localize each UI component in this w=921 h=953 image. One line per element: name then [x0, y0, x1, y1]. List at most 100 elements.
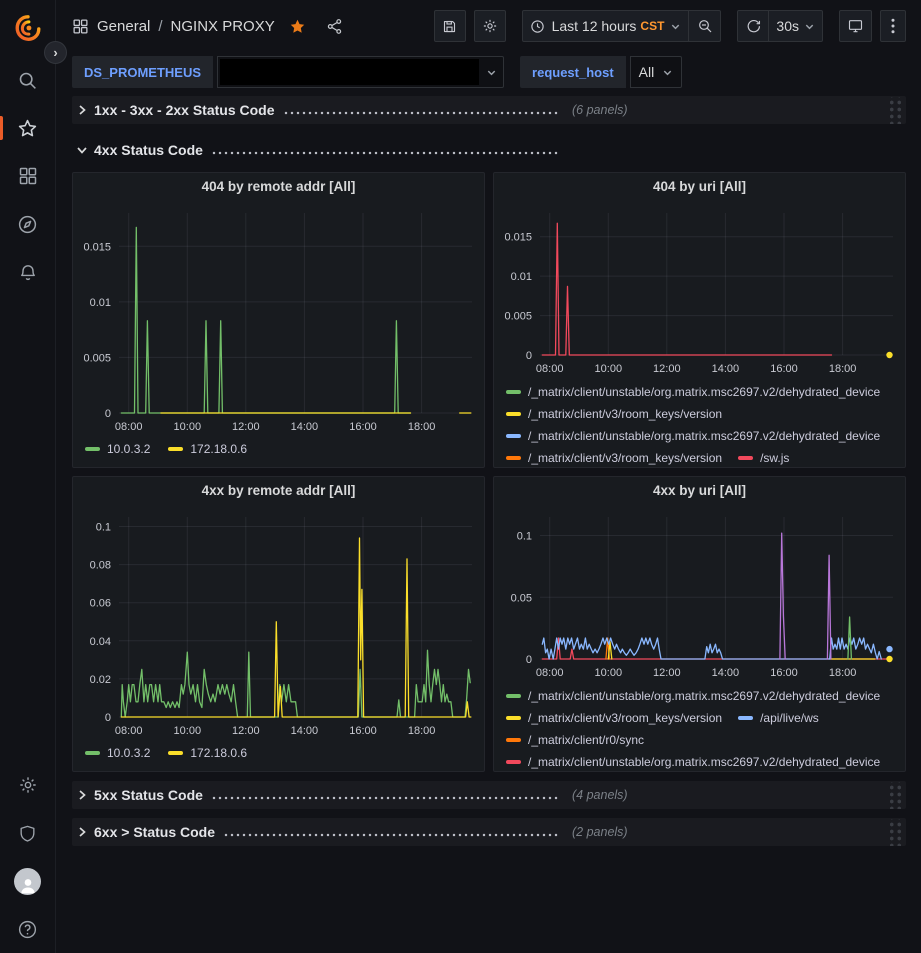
sidebar-item-server-admin[interactable]: [0, 809, 55, 857]
row-header-5xx[interactable]: 5xx Status Code (4 panels): [72, 781, 906, 809]
sidebar-bottom: [0, 761, 55, 953]
panel-404-by-uri: 404 by uri [All] 00.0050.010.01508:0010:…: [493, 172, 906, 468]
chevron-down-icon: [486, 67, 497, 78]
svg-text:12:00: 12:00: [653, 363, 681, 375]
svg-text:14:00: 14:00: [291, 421, 319, 433]
panel-title[interactable]: 4xx by remote addr [All]: [73, 477, 484, 505]
legend-item[interactable]: /_matrix/client/v3/room_keys/version: [506, 451, 722, 465]
row-header-6xx[interactable]: 6xx > Status Code (2 panels): [72, 818, 906, 846]
sidebar-item-dashboards[interactable]: [0, 152, 55, 200]
legend-label: /_matrix/client/unstable/org.matrix.msc2…: [528, 689, 880, 703]
favorite-star-button[interactable]: [289, 18, 306, 35]
dotted-leader: [211, 151, 558, 155]
refresh-interval-dropdown[interactable]: 30s: [769, 10, 823, 42]
legend-label: /_matrix/client/v3/room_keys/version: [528, 407, 722, 421]
time-range-label: Last 12 hours: [552, 18, 637, 34]
legend-item[interactable]: 172.18.0.6: [168, 442, 247, 456]
sidebar-item-configuration[interactable]: [0, 761, 55, 809]
legend-item[interactable]: 10.0.3.2: [85, 442, 150, 456]
legend-item[interactable]: /_matrix/client/unstable/org.matrix.msc2…: [506, 429, 880, 443]
variable-value-ds-prometheus[interactable]: [217, 56, 504, 88]
variable-value-request-host[interactable]: All: [630, 56, 683, 88]
panel-title[interactable]: 404 by remote addr [All]: [73, 173, 484, 201]
chevron-down-icon: [670, 21, 681, 32]
refresh-controls: 30s: [737, 10, 823, 42]
svg-text:18:00: 18:00: [829, 667, 857, 679]
row-title: 5xx Status Code: [94, 787, 203, 803]
sidebar-expand-button[interactable]: ›: [44, 41, 67, 64]
legend-item[interactable]: /_matrix/client/v3/room_keys/version: [506, 407, 722, 421]
panels-grid: 404 by remote addr [All] 00.0050.010.015…: [72, 172, 906, 772]
chart-legend: 10.0.3.2 172.18.0.6: [73, 437, 484, 467]
dashboard-settings-button[interactable]: [474, 10, 506, 42]
avatar: [14, 868, 41, 895]
legend-item[interactable]: /api/live/ws: [738, 711, 819, 725]
panel-menu-kebab-button[interactable]: [880, 10, 906, 42]
row-panel-count: (6 panels): [572, 103, 628, 117]
panel-title[interactable]: 404 by uri [All]: [494, 173, 905, 201]
sidebar-item-help[interactable]: [0, 905, 55, 953]
row-header-4xx[interactable]: 4xx Status Code: [72, 136, 906, 164]
svg-text:18:00: 18:00: [829, 363, 857, 375]
time-series-chart[interactable]: 00.050.108:0010:0012:0014:0016:0018:00: [494, 505, 905, 683]
svg-text:08:00: 08:00: [115, 421, 143, 433]
sidebar-item-starred[interactable]: [0, 104, 55, 152]
legend-item[interactable]: 10.0.3.2: [85, 746, 150, 760]
kiosk-mode-button[interactable]: [839, 10, 872, 42]
svg-text:0: 0: [105, 712, 111, 724]
sidebar-item-explore[interactable]: [0, 200, 55, 248]
zoom-out-time-button[interactable]: [689, 10, 721, 42]
svg-text:12:00: 12:00: [653, 667, 681, 679]
row-title: 1xx - 3xx - 2xx Status Code: [94, 102, 275, 118]
sidebar-item-profile[interactable]: [0, 857, 55, 905]
legend-label: /api/live/ws: [760, 711, 819, 725]
row-drag-handle[interactable]: [887, 819, 902, 846]
legend-swatch: [506, 434, 521, 438]
svg-text:18:00: 18:00: [408, 725, 436, 737]
row-drag-handle[interactable]: [887, 782, 902, 809]
bell-icon: [18, 262, 38, 283]
legend-swatch: [168, 751, 183, 755]
legend-item[interactable]: /_matrix/client/r0/sync: [506, 733, 644, 747]
svg-text:10:00: 10:00: [595, 363, 623, 375]
panel-title[interactable]: 4xx by uri [All]: [494, 477, 905, 505]
time-range-picker[interactable]: Last 12 hours CST: [522, 10, 690, 42]
legend-item[interactable]: /_matrix/client/unstable/org.matrix.msc2…: [506, 385, 880, 399]
legend-item[interactable]: /sw.js: [738, 451, 789, 465]
chevron-down-icon: [662, 67, 673, 78]
time-series-chart[interactable]: 00.020.040.060.080.108:0010:0012:0014:00…: [73, 505, 484, 741]
template-variables-bar: DS_PROMETHEUS request_host All: [72, 56, 906, 88]
svg-text:08:00: 08:00: [115, 725, 143, 737]
time-series-chart[interactable]: 00.0050.010.01508:0010:0012:0014:0016:00…: [73, 201, 484, 437]
breadcrumb-dashboard-title[interactable]: NGINX PROXY: [171, 18, 275, 35]
legend-label: /sw.js: [760, 451, 789, 465]
legend-label: /_matrix/client/v3/room_keys/version: [528, 711, 722, 725]
legend-item[interactable]: /_matrix/client/unstable/org.matrix.msc2…: [506, 755, 880, 769]
dotted-leader: [211, 796, 558, 800]
legend-item[interactable]: /_matrix/client/v3/room_keys/version: [506, 711, 722, 725]
refresh-button[interactable]: [737, 10, 769, 42]
legend-swatch: [85, 447, 100, 451]
legend-item[interactable]: /_matrix/client/unstable/org.matrix.msc2…: [506, 689, 880, 703]
legend-item[interactable]: 172.18.0.6: [168, 746, 247, 760]
save-dashboard-button[interactable]: [434, 10, 466, 42]
sidebar-item-search[interactable]: [0, 56, 55, 104]
sidebar-item-alerting[interactable]: [0, 248, 55, 296]
share-button[interactable]: [326, 18, 343, 35]
time-series-chart[interactable]: 00.0050.010.01508:0010:0012:0014:0016:00…: [494, 201, 905, 379]
svg-text:0: 0: [105, 408, 111, 420]
row-header-1xx-3xx-2xx[interactable]: 1xx - 3xx - 2xx Status Code (6 panels): [72, 96, 906, 124]
svg-text:16:00: 16:00: [349, 725, 377, 737]
header-actions: Last 12 hours CST: [434, 10, 906, 42]
legend-label: /_matrix/client/unstable/org.matrix.msc2…: [528, 755, 880, 769]
svg-text:16:00: 16:00: [770, 363, 798, 375]
svg-text:0: 0: [526, 654, 532, 666]
breadcrumb-section[interactable]: General: [97, 18, 150, 35]
svg-text:0.04: 0.04: [90, 636, 111, 648]
row-drag-handle[interactable]: [887, 97, 902, 124]
person-icon: [18, 875, 38, 895]
apps-grid-icon: [18, 166, 38, 186]
legend-label: 172.18.0.6: [190, 746, 247, 760]
sidebar: [0, 0, 56, 953]
row-title: 6xx > Status Code: [94, 824, 215, 840]
